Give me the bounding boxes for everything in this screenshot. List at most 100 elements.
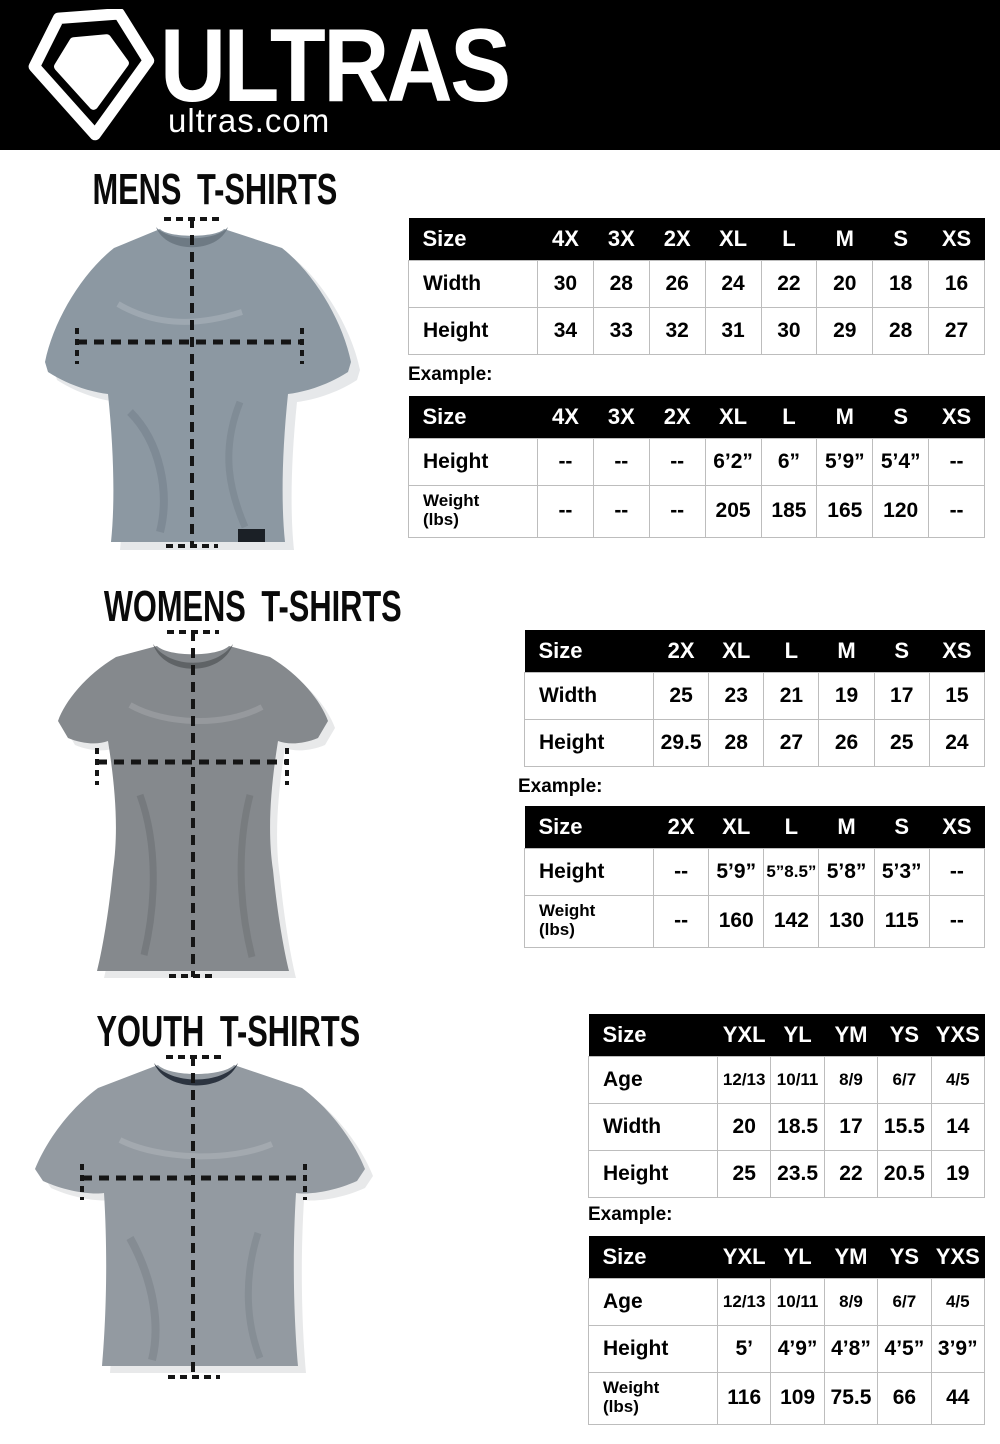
- table-cell: 5’: [716, 1324, 772, 1373]
- table-header-row: Size YXL YL YM YS YXS: [588, 1014, 985, 1056]
- size-column-header: M: [818, 806, 875, 848]
- measurement-lines: [75, 217, 304, 548]
- table-cell: 116: [716, 1371, 772, 1425]
- hem-tag: [238, 529, 265, 542]
- table-cell: 120: [872, 484, 930, 538]
- size-column-header: 4X: [537, 396, 594, 438]
- table-cell: 5’4”: [872, 437, 930, 486]
- youth-example-table: Size YXL YL YM YS YXS Age 12/13 10/11 8/9 6/7 4/5 He…: [588, 1236, 986, 1425]
- measurement-lines: [95, 630, 289, 978]
- table-cell: --: [928, 437, 985, 486]
- size-column-header: L: [761, 218, 817, 260]
- mens-tshirt-image: [45, 217, 360, 550]
- table-cell: 33: [592, 306, 650, 355]
- table-cell: 6’2”: [704, 437, 762, 486]
- mens-example-label: Example:: [408, 364, 493, 385]
- size-column-header: M: [816, 396, 873, 438]
- size-column-header: YXL: [717, 1014, 771, 1056]
- table-cell: --: [592, 437, 650, 486]
- size-column-header: S: [874, 630, 930, 672]
- table-cell: 32: [648, 306, 706, 355]
- table-cell: 3’9”: [930, 1324, 986, 1373]
- table-row: Height -- -- -- 6’2” 6” 5’9” 5’4” --: [408, 437, 985, 486]
- table-header-row: Size YXL YL YM YS YXS: [588, 1236, 985, 1278]
- size-column-header: 4X: [537, 218, 594, 260]
- table-row: Height 25 23.5 22 20.5 19: [588, 1149, 986, 1198]
- header-bar: ULTRAS ultras.com: [0, 0, 1000, 150]
- size-column-header: L: [761, 396, 817, 438]
- table-cell: 31: [704, 306, 762, 355]
- size-column-header: S: [874, 806, 930, 848]
- size-label-header: Size: [524, 806, 654, 848]
- size-column-header: YXS: [931, 1014, 985, 1056]
- row-label: Age: [588, 1277, 718, 1326]
- row-label: Age: [588, 1055, 718, 1104]
- size-column-header: 2X: [649, 218, 706, 260]
- size-label-header: Size: [588, 1236, 718, 1278]
- table-cell: 15.5: [877, 1102, 932, 1151]
- size-column-header: YXS: [931, 1236, 985, 1278]
- size-column-header: YS: [877, 1236, 932, 1278]
- brand-domain: ultras.com: [168, 102, 331, 139]
- table-header-row: Size 4X 3X 2X XL L M S XS: [408, 218, 985, 260]
- womens-size-table: Size 2X XL L M S XS Width 25 23 21 19 17 15 Height 29.5…: [524, 630, 986, 767]
- table-cell: 29: [816, 306, 874, 355]
- table-header-row: Size 2X XL L M S XS: [524, 806, 985, 848]
- size-column-header: YM: [824, 1236, 878, 1278]
- table-row: Width 25 23 21 19 17 15: [524, 671, 986, 720]
- table-cell: 20: [816, 259, 874, 308]
- table-row: Age 12/13 10/11 8/9 6/7 4/5: [588, 1055, 986, 1104]
- size-column-header: XL: [708, 806, 764, 848]
- table-cell: 22: [760, 259, 818, 308]
- table-cell: 22: [823, 1149, 879, 1198]
- youth-example-label: Example:: [588, 1204, 673, 1225]
- mens-example-table: Size 4X 3X 2X XL L M S XS Height -- -- -- 6’2” 6” 5’9” 5…: [408, 396, 985, 538]
- table-cell: 142: [763, 894, 820, 948]
- womens-example-table: Size 2X XL L M S XS Height -- 5’9” 5”8.5” 5’8” 5’3” -…: [524, 806, 986, 948]
- youth-size-table: Size YXL YL YM YS YXS Age 12/13 10/11 8/9 6/7 4/5 Wi…: [588, 1014, 986, 1198]
- table-row: Height 5’ 4’9” 4’8” 4’5” 3’9”: [588, 1324, 986, 1373]
- table-cell: 66: [877, 1371, 932, 1425]
- table-cell: 8/9: [823, 1277, 879, 1326]
- pentagon-crest-icon: [28, 9, 155, 141]
- table-cell: 4/5: [930, 1277, 986, 1326]
- row-label: Width: [588, 1102, 718, 1151]
- row-label: Weight (lbs): [408, 484, 538, 538]
- row-label: Height: [588, 1149, 718, 1198]
- table-cell: --: [652, 847, 710, 896]
- table-cell: 24: [704, 259, 762, 308]
- table-row: Width 30 28 26 24 22 20 18 16: [408, 259, 985, 308]
- size-column-header: S: [872, 218, 929, 260]
- table-cell: 12/13: [716, 1055, 772, 1104]
- table-cell: 10/11: [770, 1055, 825, 1104]
- brand-name: ULTRAS: [160, 8, 511, 124]
- table-cell: --: [928, 484, 985, 538]
- size-label-header: Size: [408, 396, 538, 438]
- table-cell: --: [537, 437, 594, 486]
- table-cell: --: [537, 484, 594, 538]
- row-label: Height: [524, 718, 654, 767]
- table-cell: 16: [928, 259, 985, 308]
- table-row: Width 20 18.5 17 15.5 14: [588, 1102, 986, 1151]
- size-column-header: YS: [877, 1014, 932, 1056]
- womens-tshirt-image: [58, 630, 335, 978]
- mens-size-table: Size 4X 3X 2X XL L M S XS Width 30 28 26 24 22 20 18 16 He…: [408, 218, 985, 355]
- table-cell: 4’5”: [877, 1324, 932, 1373]
- table-cell: 15: [928, 671, 986, 720]
- table-cell: 20.5: [877, 1149, 932, 1198]
- size-column-header: XS: [929, 806, 985, 848]
- table-cell: 28: [872, 306, 930, 355]
- size-column-header: L: [763, 806, 819, 848]
- table-cell: 6/7: [877, 1277, 932, 1326]
- size-column-header: S: [872, 396, 929, 438]
- row-label: Width: [524, 671, 654, 720]
- table-cell: --: [592, 484, 650, 538]
- table-cell: 24: [928, 718, 986, 767]
- row-label: Height: [588, 1324, 718, 1373]
- size-column-header: 2X: [653, 806, 709, 848]
- size-column-header: YM: [824, 1014, 878, 1056]
- table-cell: 8/9: [823, 1055, 879, 1104]
- table-cell: 185: [760, 484, 818, 538]
